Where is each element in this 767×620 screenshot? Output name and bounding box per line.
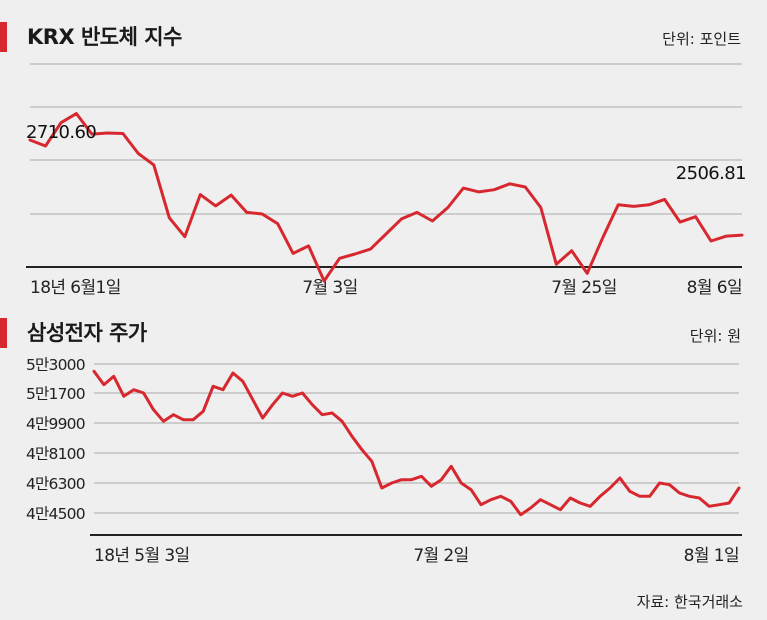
y-tick-label: 4만8100 bbox=[26, 445, 85, 463]
title-accent-bar bbox=[0, 318, 7, 348]
source-note: 자료: 한국거래소 bbox=[636, 593, 743, 611]
y-tick-label: 4만6300 bbox=[26, 475, 85, 493]
y-tick-label: 4만9900 bbox=[26, 415, 85, 433]
series-line bbox=[92, 369, 741, 517]
x-tick-label: 8월 6일 bbox=[687, 278, 742, 298]
unit-label-krx: 단위: 포인트 bbox=[662, 30, 741, 48]
krx-semiconductor-panel: KRX 반도체 지수 단위: 포인트 18년 6월1일 7월 3일 7월 25일 8월… bbox=[0, 22, 747, 298]
chart-title-samsung: 삼성전자 주가 bbox=[27, 321, 147, 345]
y-tick-label: 4만4500 bbox=[26, 505, 85, 523]
x-tick-label: 18년 6월1일 bbox=[30, 278, 121, 298]
y-tick-label: 5만3000 bbox=[26, 356, 85, 374]
start-value-label: 2710.60 bbox=[26, 122, 96, 143]
chart-title-krx: KRX 반도체 지수 bbox=[27, 25, 182, 49]
x-tick-label: 7월 25일 bbox=[551, 278, 617, 298]
x-tick-label: 8월 1일 bbox=[684, 546, 739, 566]
x-tick-label: 7월 2일 bbox=[413, 546, 468, 566]
x-tick-label: 18년 5월 3일 bbox=[94, 546, 190, 566]
title-accent-bar bbox=[0, 22, 7, 52]
end-value-label: 2506.81 bbox=[676, 163, 746, 184]
x-tick-label: 7월 3일 bbox=[302, 278, 357, 298]
samsung-line-chart: 5만3000 5만1700 4만9900 4만8100 4만6300 4만4500 18년 … bbox=[26, 356, 742, 566]
y-tick-label: 5만1700 bbox=[26, 385, 85, 403]
unit-label-samsung: 단위: 원 bbox=[689, 327, 741, 345]
series-line bbox=[28, 112, 744, 283]
samsung-stock-panel: 삼성전자 주가 단위: 원 5만3000 5만1700 4만9900 4만8100 4만… bbox=[0, 310, 767, 620]
krx-line-chart: 18년 6월1일 7월 3일 7월 25일 8월 6일 2710.60 2506.81 bbox=[26, 63, 747, 298]
